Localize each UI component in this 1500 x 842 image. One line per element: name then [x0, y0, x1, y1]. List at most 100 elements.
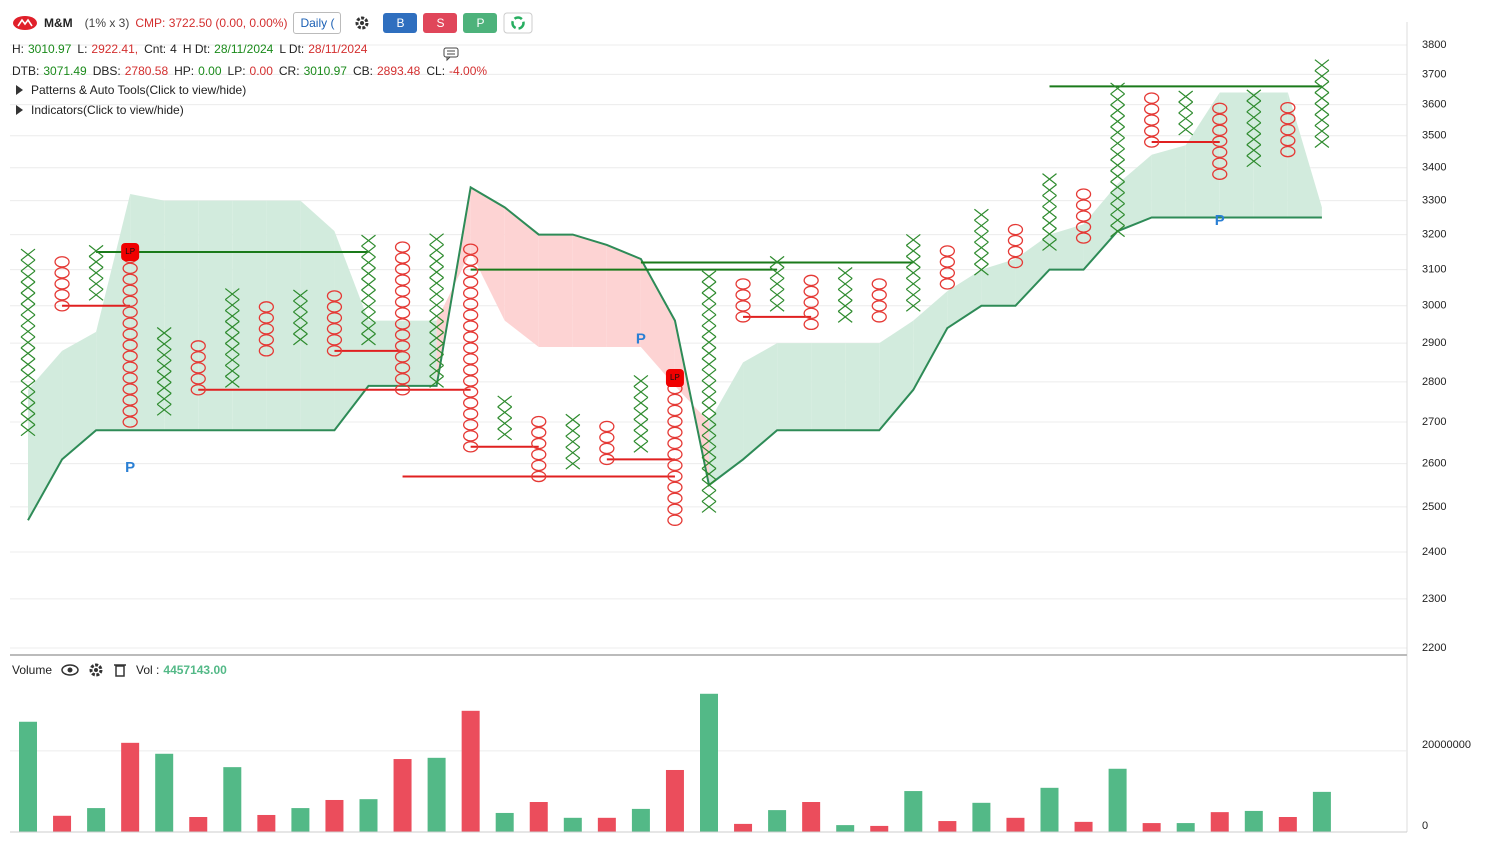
- cloud-segment: [368, 320, 403, 386]
- x-symbol: [1042, 228, 1057, 240]
- o-symbol: [1144, 125, 1160, 137]
- lp-marker: [665, 368, 684, 387]
- x-symbol: [20, 413, 36, 426]
- y-tick-label: 2500: [1422, 501, 1446, 513]
- x-symbol: [429, 321, 444, 333]
- x-symbol: [837, 310, 853, 323]
- o-column: [1144, 92, 1160, 148]
- o-column: [54, 256, 70, 312]
- toggle[interactable]: Patterns & Auto Tools(Click to view/hide…: [16, 83, 246, 97]
- x-symbol: [701, 402, 717, 415]
- x-column: [156, 327, 172, 416]
- volume-bar: [665, 769, 684, 832]
- o-symbol: [667, 448, 683, 461]
- x-symbol: [361, 333, 376, 346]
- x-symbol: [1246, 144, 1262, 157]
- sell-button[interactable]: S: [423, 13, 458, 33]
- comment-icon[interactable]: [442, 46, 460, 62]
- x-symbol: [1246, 155, 1262, 168]
- o-symbol: [462, 386, 479, 398]
- x-symbol: [905, 299, 921, 312]
- o-symbol: [1212, 102, 1228, 115]
- x-symbol: [497, 428, 513, 441]
- x-symbol: [837, 266, 853, 279]
- x-column: [1246, 89, 1262, 168]
- x-symbol: [701, 270, 717, 283]
- o-symbol: [462, 353, 479, 365]
- y-tick-label: 2300: [1422, 593, 1446, 605]
- o-symbol: [803, 307, 819, 320]
- volume-bar: [155, 753, 174, 832]
- p-button[interactable]: P: [463, 13, 498, 33]
- x-symbol: [701, 347, 717, 360]
- x-symbol: [701, 435, 717, 448]
- o-symbol: [939, 245, 955, 257]
- x-symbol: [429, 353, 444, 366]
- toggle-label[interactable]: Patterns & Auto Tools(Click to view/hide…: [31, 83, 247, 97]
- x-symbol: [565, 424, 581, 437]
- toggle[interactable]: Indicators(Click to view/hide): [16, 103, 184, 117]
- x-symbol: [633, 396, 649, 409]
- x-symbol: [1110, 148, 1125, 161]
- volume-bar: [563, 817, 582, 832]
- x-symbol: [88, 277, 104, 290]
- x-symbol: [769, 277, 785, 290]
- stat-value: 3010.97: [303, 64, 347, 78]
- o-symbol: [1144, 103, 1160, 115]
- x-symbol: [156, 348, 172, 361]
- toolbar: M&M (1% x 3) CMP: 3722.50 (0.00, 0.00%) …: [12, 12, 533, 34]
- x-symbol: [701, 500, 717, 513]
- cloud-segment: [62, 331, 97, 460]
- x-symbol: [633, 407, 649, 420]
- o-symbol: [122, 284, 138, 297]
- o-symbol: [258, 301, 275, 313]
- x-symbol: [905, 288, 921, 301]
- o-symbol: [122, 372, 138, 384]
- logo: [13, 16, 37, 30]
- color-button[interactable]: [503, 12, 533, 34]
- o-column: [531, 415, 547, 483]
- x-symbol: [224, 364, 240, 377]
- eye-icon[interactable]: [60, 663, 80, 677]
- o-symbol: [871, 278, 887, 290]
- o-symbol: [326, 345, 343, 357]
- cloud-segment: [777, 343, 812, 431]
- interval-select[interactable]: Daily (: [293, 12, 342, 34]
- o-symbol: [326, 334, 343, 346]
- o-symbol: [462, 243, 479, 255]
- o-column: [1075, 188, 1092, 244]
- o-symbol: [735, 289, 751, 301]
- x-column: [429, 233, 444, 388]
- o-symbol: [394, 285, 411, 297]
- stat-label: H:: [12, 42, 24, 56]
- o-symbol: [122, 295, 138, 308]
- p-marker: P: [636, 330, 646, 347]
- cloud-segment: [1253, 92, 1288, 218]
- x-column: [293, 289, 308, 346]
- x-symbol: [1110, 214, 1125, 227]
- o-symbol: [462, 287, 479, 299]
- o-symbol: [735, 300, 751, 312]
- delete-icon[interactable]: [112, 662, 128, 678]
- o-symbol: [122, 361, 138, 373]
- toggle-label[interactable]: Indicators(Click to view/hide): [31, 103, 184, 117]
- x-symbol: [1178, 123, 1194, 136]
- x-symbol: [224, 343, 240, 355]
- x-symbol: [701, 281, 717, 294]
- x-symbol: [701, 336, 717, 349]
- x-symbol: [224, 332, 240, 344]
- x-symbol: [1042, 184, 1057, 197]
- y-tick-label: 20000000: [1422, 739, 1471, 751]
- o-symbol: [1280, 101, 1296, 114]
- settings-icon[interactable]: [88, 662, 104, 678]
- settings-icon[interactable]: [353, 14, 371, 32]
- x-symbol: [701, 446, 717, 458]
- x-symbol: [1110, 115, 1125, 128]
- o-symbol: [803, 274, 819, 287]
- stat-label: Cnt:: [144, 42, 167, 56]
- x-symbol: [293, 300, 308, 313]
- x-symbol: [701, 457, 717, 469]
- buy-button[interactable]: B: [383, 13, 418, 33]
- x-symbol: [224, 288, 240, 301]
